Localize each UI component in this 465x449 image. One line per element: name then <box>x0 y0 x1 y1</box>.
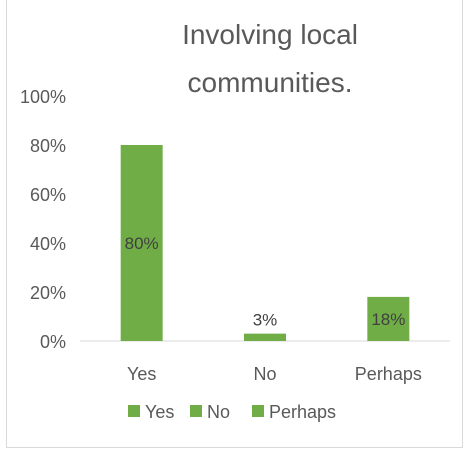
x-tick-label: No <box>253 364 276 384</box>
chart-title-line-2: communities. <box>188 67 353 98</box>
chart-title-line-1: Involving local <box>182 19 358 50</box>
y-tick-label: 60% <box>30 185 66 205</box>
bar-perhaps <box>367 296 410 341</box>
legend-label: Yes <box>145 402 174 422</box>
legend: Yes No Perhaps <box>128 402 336 422</box>
data-labels: 80% 3% 18% <box>125 234 406 330</box>
y-tick-label: 80% <box>30 136 66 156</box>
legend-label: Perhaps <box>269 402 336 422</box>
x-axis: Yes No Perhaps <box>127 364 422 384</box>
chart-frame <box>6 0 463 448</box>
x-tick-label: Yes <box>127 364 156 384</box>
y-axis: 0% 20% 40% 60% 80% 100% <box>20 87 66 352</box>
y-tick-label: 20% <box>30 283 66 303</box>
legend-swatch <box>252 405 264 417</box>
data-label-no: 3% <box>253 311 278 330</box>
y-tick-label: 40% <box>30 234 66 254</box>
legend-swatch <box>128 405 140 417</box>
data-label-perhaps: 18% <box>371 310 405 329</box>
y-tick-label: 100% <box>20 87 66 107</box>
x-tick-label: Perhaps <box>355 364 422 384</box>
bar-yes <box>120 145 163 341</box>
legend-label: No <box>207 402 230 422</box>
bars <box>120 145 410 341</box>
y-tick-label: 0% <box>40 332 66 352</box>
data-label-yes: 80% <box>125 234 159 253</box>
legend-swatch <box>190 405 202 417</box>
bar-no <box>244 333 286 341</box>
